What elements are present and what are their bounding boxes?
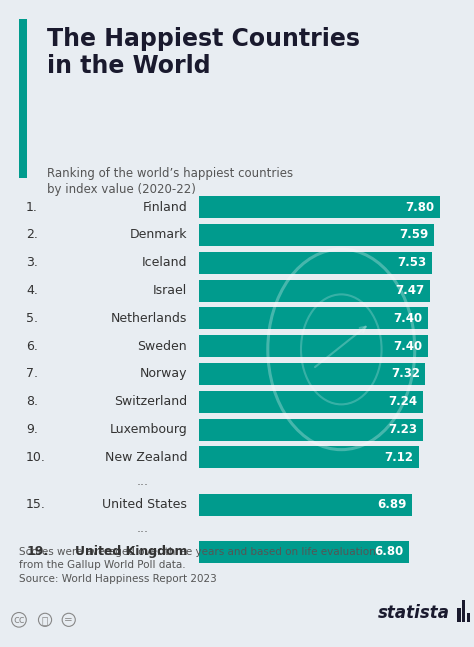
Text: 10.: 10. — [26, 451, 46, 464]
Text: 7.12: 7.12 — [384, 451, 414, 464]
Text: Norway: Norway — [140, 367, 187, 380]
Text: =: = — [64, 615, 73, 625]
Text: 7.: 7. — [26, 367, 38, 380]
Text: Scores were averaged over three years and based on life evaluations
from the Gal: Scores were averaged over three years an… — [19, 547, 381, 584]
Text: 8.: 8. — [26, 395, 38, 408]
FancyBboxPatch shape — [199, 224, 434, 246]
Text: 7.23: 7.23 — [388, 423, 417, 436]
Text: The Happiest Countries
in the World: The Happiest Countries in the World — [47, 27, 360, 78]
FancyBboxPatch shape — [199, 335, 428, 357]
FancyBboxPatch shape — [199, 363, 426, 385]
FancyBboxPatch shape — [199, 307, 428, 329]
Text: ...: ... — [136, 474, 148, 488]
Text: United States: United States — [102, 498, 187, 511]
Text: 6.: 6. — [26, 340, 38, 353]
Text: 7.59: 7.59 — [399, 228, 428, 241]
Text: 3.: 3. — [26, 256, 38, 269]
Text: 6.80: 6.80 — [374, 545, 404, 558]
Text: United Kingdom: United Kingdom — [75, 545, 187, 558]
FancyBboxPatch shape — [199, 391, 423, 413]
Text: 7.40: 7.40 — [393, 312, 422, 325]
Text: 7.53: 7.53 — [397, 256, 426, 269]
Text: 6.89: 6.89 — [377, 498, 407, 511]
Text: 1.: 1. — [26, 201, 38, 214]
Text: 7.40: 7.40 — [393, 340, 422, 353]
FancyBboxPatch shape — [199, 252, 432, 274]
FancyBboxPatch shape — [19, 19, 27, 178]
FancyBboxPatch shape — [199, 280, 430, 302]
FancyBboxPatch shape — [467, 613, 470, 622]
FancyBboxPatch shape — [199, 419, 423, 441]
Text: 2.: 2. — [26, 228, 38, 241]
Text: 7.80: 7.80 — [405, 201, 435, 214]
Text: cc: cc — [13, 615, 25, 625]
Text: 19.: 19. — [26, 545, 48, 558]
Text: New Zealand: New Zealand — [105, 451, 187, 464]
Text: Luxembourg: Luxembourg — [109, 423, 187, 436]
FancyBboxPatch shape — [199, 541, 410, 563]
Text: Iceland: Iceland — [142, 256, 187, 269]
Text: Netherlands: Netherlands — [111, 312, 187, 325]
Text: 9.: 9. — [26, 423, 38, 436]
Text: Ranking of the world’s happiest countries
by index value (2020-22): Ranking of the world’s happiest countrie… — [47, 167, 293, 197]
Text: Sweden: Sweden — [137, 340, 187, 353]
FancyBboxPatch shape — [199, 494, 412, 516]
FancyBboxPatch shape — [199, 446, 419, 468]
Text: 15.: 15. — [26, 498, 46, 511]
Text: 7.24: 7.24 — [388, 395, 417, 408]
FancyBboxPatch shape — [462, 600, 465, 622]
FancyBboxPatch shape — [199, 196, 440, 218]
Text: 7.47: 7.47 — [395, 284, 424, 297]
Text: Israel: Israel — [153, 284, 187, 297]
Text: Finland: Finland — [143, 201, 187, 214]
Text: Switzerland: Switzerland — [114, 395, 187, 408]
Text: statista: statista — [378, 604, 450, 622]
Text: ⓘ: ⓘ — [42, 615, 48, 625]
Text: 5.: 5. — [26, 312, 38, 325]
Text: 7.32: 7.32 — [391, 367, 420, 380]
Text: ...: ... — [136, 521, 148, 535]
Text: 4.: 4. — [26, 284, 38, 297]
FancyBboxPatch shape — [457, 608, 461, 622]
Text: Denmark: Denmark — [130, 228, 187, 241]
